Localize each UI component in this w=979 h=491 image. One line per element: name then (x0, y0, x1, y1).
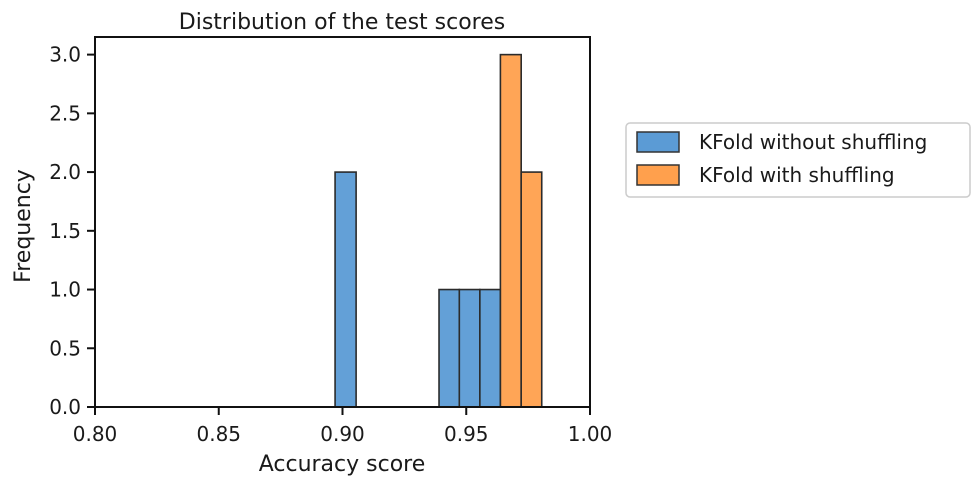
legend-swatch-kfold-without-shuffling (636, 131, 680, 153)
y-tick-label: 1.0 (49, 278, 81, 302)
histogram-bar (458, 288, 481, 408)
x-tick-label: 0.85 (196, 422, 241, 446)
legend-label-kfold-with-shuffling: KFold with shuffling (699, 163, 895, 187)
y-axis-label: Frequency (11, 169, 36, 283)
x-tick-label: 0.80 (73, 422, 118, 446)
ticks-group: 0.80 0.85 0.90 0.95 1.00 0.0 0.5 1.0 1.5 2.0 2.5 3.… (49, 43, 612, 446)
y-tick-label: 2.5 (49, 101, 81, 125)
histogram-bar (479, 288, 502, 408)
x-tick-label: 1.00 (568, 422, 613, 446)
y-tick-label: 1.5 (49, 219, 81, 243)
y-tick-label: 3.0 (49, 43, 81, 67)
histogram-bar (520, 171, 543, 408)
histogram-bar (438, 288, 461, 408)
x-tick-label: 0.95 (444, 422, 489, 446)
y-tick-label: 0.0 (49, 395, 81, 419)
y-tick-label: 0.5 (49, 336, 81, 360)
bars-group (334, 53, 543, 408)
y-tick-label: 2.0 (49, 160, 81, 184)
x-tick-label: 0.90 (320, 422, 365, 446)
legend-label-kfold-without-shuffling: KFold without shuffling (699, 130, 927, 154)
histogram-bar (334, 171, 357, 408)
legend-swatch-kfold-with-shuffling (636, 164, 680, 186)
x-axis-label: Accuracy score (259, 452, 426, 477)
legend: KFold without shuffling KFold with shuff… (625, 122, 971, 198)
chart-title: Distribution of the test scores (179, 10, 505, 35)
histogram-bar (499, 53, 522, 408)
legend-frame (625, 122, 971, 198)
